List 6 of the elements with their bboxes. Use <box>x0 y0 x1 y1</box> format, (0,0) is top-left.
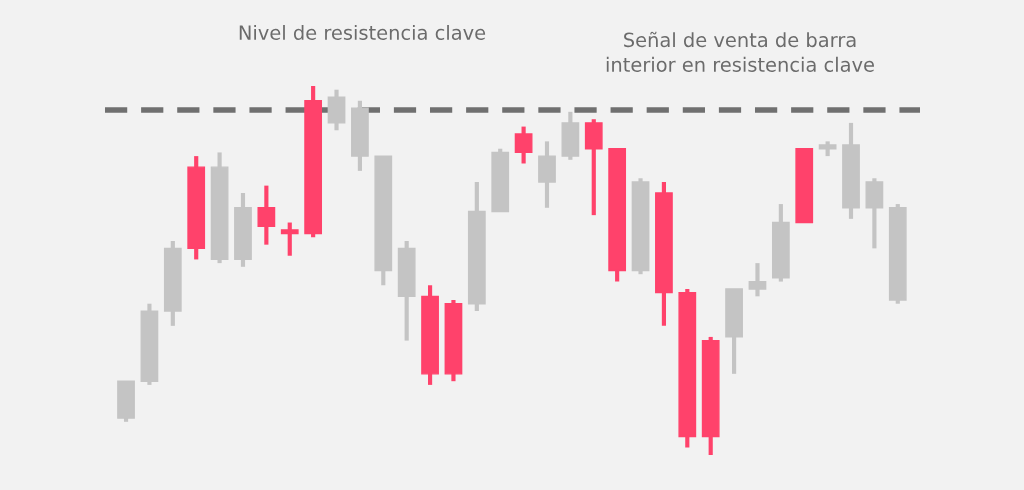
text: Nivel de resistencia clave <box>239 24 486 40</box>
text: Señal de venta de barra interior en resistencia clave <box>606 31 874 72</box>
candlestick <box>257 185 276 245</box>
candlestick <box>514 126 533 164</box>
candlestick <box>280 222 299 256</box>
candlestick <box>748 263 767 297</box>
